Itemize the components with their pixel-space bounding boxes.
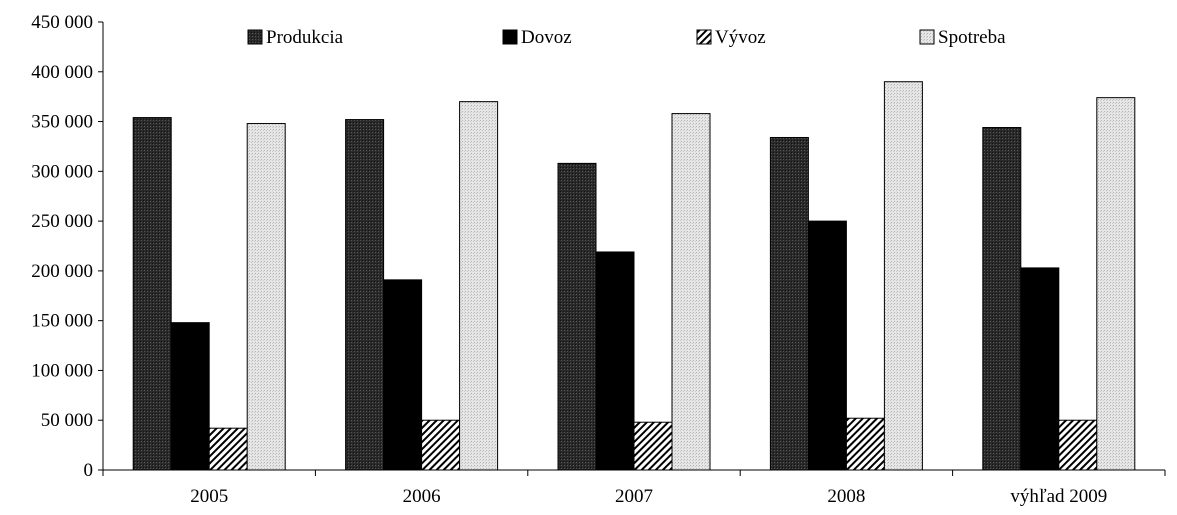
y-tick-label: 0 (84, 460, 94, 481)
legend-label-produkcia: Produkcia (266, 27, 344, 48)
legend-swatch-vývoz (696, 29, 712, 45)
x-category-label: výhľad 2009 (1010, 486, 1107, 507)
legend-swatch-spotreba (919, 29, 935, 45)
y-tick-label: 350 000 (31, 112, 93, 133)
y-tick-label: 50 000 (41, 410, 93, 431)
y-tick-label: 300 000 (31, 161, 93, 182)
bar-vývoz (208, 427, 248, 471)
y-tick-label: 400 000 (31, 62, 93, 83)
x-category-label: 2006 (403, 486, 441, 507)
bar-produkcia (769, 136, 809, 471)
bar-spotreba (459, 101, 499, 471)
bar-vývoz (845, 417, 885, 471)
x-category-label: 2008 (827, 486, 865, 507)
bar-spotreba (1096, 97, 1136, 471)
bar-produkcia (132, 117, 172, 471)
bar-dovoz (595, 251, 635, 471)
legend-swatch-produkcia (247, 29, 263, 45)
bar-vývoz (421, 419, 461, 471)
bar-dovoz (383, 279, 423, 471)
bar-vývoz (633, 421, 673, 471)
legend: Produkcia Dovoz Vývoz Spotreba (247, 27, 1006, 48)
bar-vývoz (1058, 419, 1098, 471)
bar-dovoz (170, 322, 210, 471)
x-category-label: 2007 (615, 486, 653, 507)
y-tick-label: 450 000 (31, 12, 93, 33)
bar-dovoz (1020, 267, 1060, 471)
bar-spotreba (671, 113, 711, 471)
legend-label-spotreba: Spotreba (938, 27, 1006, 48)
legend-swatch-dovoz (502, 29, 518, 45)
bar-spotreba (246, 123, 286, 471)
legend-label-dovoz: Dovoz (521, 27, 572, 48)
y-tick-label: 150 000 (31, 311, 93, 332)
y-tick-label: 100 000 (31, 360, 93, 381)
y-tick-label: 200 000 (31, 261, 93, 282)
x-category-label: 2005 (190, 486, 228, 507)
bar-produkcia (345, 119, 385, 471)
bar-produkcia (557, 162, 597, 471)
bar-produkcia (982, 127, 1022, 471)
axes: 0 50 000 100 000 150 000 200 000 250 000 300 0… (31, 12, 1166, 507)
bar-spotreba (883, 81, 923, 471)
y-tick-label: 250 000 (31, 211, 93, 232)
bar-dovoz (807, 220, 847, 471)
legend-label-vývoz: Vývoz (715, 27, 766, 48)
bars (132, 81, 1136, 471)
